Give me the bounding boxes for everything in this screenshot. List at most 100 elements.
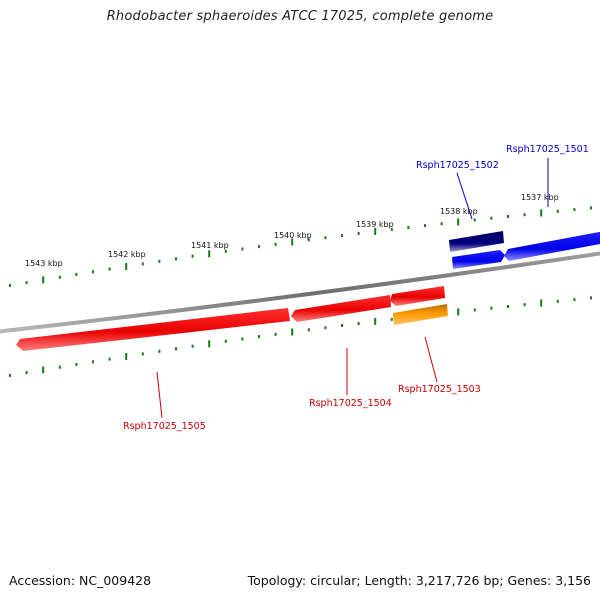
reverse-genes	[16, 286, 448, 351]
upper-minor-tick	[573, 208, 576, 212]
upper-major-tick	[457, 218, 460, 226]
upper-minor-tick	[490, 216, 493, 220]
lower-minor-tick	[141, 352, 144, 356]
upper-minor-tick	[424, 224, 426, 228]
tick-label-1539: 1539 kbp	[356, 220, 394, 229]
upper-minor-tick	[274, 242, 277, 246]
lower-minor-tick	[341, 324, 343, 327]
lower-major-tick	[125, 353, 128, 360]
accession-text: Accession: NC_009428	[9, 573, 152, 588]
upper-minor-tick	[324, 236, 327, 240]
upper-minor-tick	[507, 215, 509, 218]
gene-label-1502: Rsph17025_1502	[416, 160, 499, 171]
leader-1502	[456, 172, 473, 220]
upper-minor-tick	[341, 234, 343, 237]
upper-minor-tick	[258, 245, 260, 249]
gene-label-1501: Rsph17025_1501	[506, 144, 589, 155]
tick-label-1538: 1538 kbp	[440, 207, 478, 216]
upper-minor-tick	[307, 238, 310, 242]
gene-label-1505: Rsph17025_1505	[123, 421, 206, 432]
gene-rsph17025-1503[interactable]	[390, 286, 445, 306]
upper-minor-tick	[108, 267, 111, 271]
gene-label-1504: Rsph17025_1504	[309, 398, 392, 409]
gene-rsph17025-1501[interactable]	[504, 231, 600, 261]
lower-minor-tick	[573, 298, 576, 302]
tick-label-1540: 1540 kbp	[274, 231, 312, 240]
upper-minor-tick	[58, 275, 61, 279]
lower-minor-tick	[224, 339, 227, 343]
genome-summary-text: Topology: circular; Length: 3,217,726 bp…	[247, 573, 591, 588]
upper-minor-tick	[224, 249, 227, 253]
gene-rsph17025-1502[interactable]	[449, 231, 504, 252]
lower-minor-tick	[191, 344, 194, 348]
gene-rsph17025-1503-alt[interactable]	[393, 304, 448, 325]
lower-minor-tick	[307, 328, 310, 332]
lower-minor-tick	[92, 360, 94, 364]
gene-label-1503: Rsph17025_1503	[398, 384, 481, 395]
upper-minor-tick	[390, 227, 393, 231]
upper-minor-tick	[523, 213, 526, 217]
upper-major-tick	[540, 209, 543, 217]
map-title: Rhodobacter sphaeroides ATCC 17025, comp…	[106, 9, 494, 24]
upper-minor-tick	[473, 218, 476, 222]
tick-label-1537: 1537 kbp	[521, 193, 559, 202]
upper-major-tick	[374, 227, 377, 235]
lower-minor-tick	[9, 373, 11, 377]
tick-label-1541: 1541 kbp	[191, 241, 229, 250]
upper-minor-tick	[158, 259, 161, 263]
lower-major-tick	[42, 366, 45, 374]
tick-labels: 1537 kbp 1538 kbp 1539 kbp 1540 kbp 1541…	[25, 193, 559, 268]
lower-minor-tick	[590, 296, 592, 300]
lower-minor-tick	[507, 305, 509, 308]
lower-minor-tick	[324, 326, 327, 330]
upper-minor-tick	[556, 209, 559, 213]
leader-1505	[156, 371, 163, 419]
lower-major-tick	[457, 308, 460, 316]
gene-rsph17025-1502-blue[interactable]	[452, 250, 505, 269]
lower-minor-tick	[25, 371, 28, 375]
lower-major-tick	[208, 340, 211, 348]
gene-rsph17025-1505[interactable]	[16, 308, 290, 351]
forward-genes	[449, 231, 600, 269]
upper-major-tick	[208, 250, 211, 258]
upper-minor-tick	[241, 247, 244, 251]
label-leaders	[156, 158, 549, 419]
tick-label-1543: 1543 kbp	[25, 259, 63, 268]
lower-minor-tick	[473, 308, 476, 312]
upper-major-tick	[42, 276, 45, 284]
gene-rsph17025-1504[interactable]	[291, 295, 391, 322]
lower-minor-tick	[58, 365, 61, 369]
upper-major-tick	[125, 263, 128, 270]
upper-minor-tick	[9, 283, 11, 287]
lower-minor-tick	[523, 303, 526, 307]
lower-minor-tick	[241, 337, 244, 341]
upper-minor-tick	[191, 254, 194, 258]
genome-backbone	[0, 251, 600, 334]
lower-minor-tick	[274, 332, 277, 336]
lower-major-tick	[540, 299, 543, 307]
lower-minor-tick	[75, 363, 78, 366]
upper-major-tick	[291, 238, 294, 246]
upper-minor-tick	[92, 270, 94, 274]
lower-minor-tick	[556, 299, 559, 303]
lower-minor-tick	[175, 347, 177, 351]
upper-minor-tick	[357, 232, 360, 235]
lower-minor-tick	[490, 306, 493, 310]
tick-track-upper	[9, 206, 592, 287]
lower-minor-tick	[357, 322, 360, 325]
gene-labels: Rsph17025_1501 Rsph17025_1502 Rsph17025_…	[123, 144, 589, 432]
leader-1503	[424, 336, 438, 383]
lower-minor-tick	[158, 349, 161, 353]
upper-minor-tick	[407, 226, 410, 229]
upper-minor-tick	[75, 273, 78, 276]
upper-minor-tick	[590, 206, 592, 210]
upper-minor-tick	[25, 281, 28, 285]
lower-major-tick	[291, 328, 294, 336]
upper-minor-tick	[440, 222, 443, 226]
lower-minor-tick	[258, 335, 260, 339]
upper-minor-tick	[141, 262, 144, 266]
upper-minor-tick	[175, 257, 177, 261]
lower-minor-tick	[390, 317, 393, 321]
lower-major-tick	[374, 317, 377, 325]
